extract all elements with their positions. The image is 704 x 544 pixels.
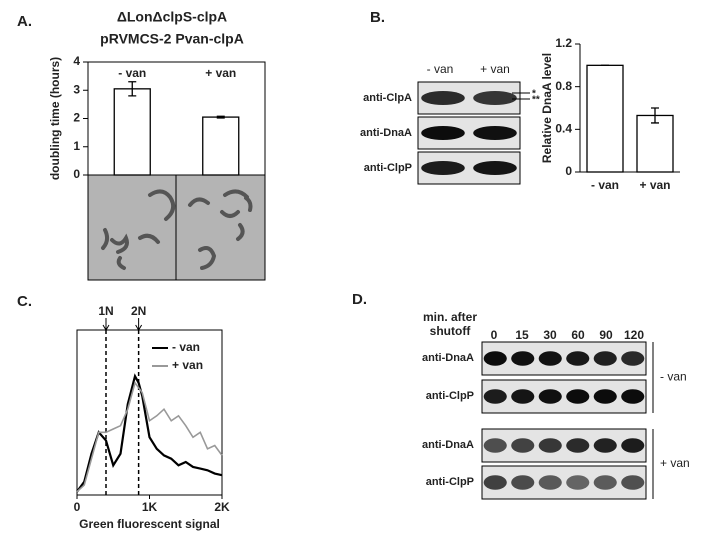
legend-label: + van xyxy=(172,358,203,372)
y-axis-label: Relative DnaA level xyxy=(540,53,554,163)
band xyxy=(473,160,517,176)
x-tick-label: 1K xyxy=(142,500,158,514)
x-tick-label: 2K xyxy=(214,500,230,514)
band xyxy=(511,389,535,404)
band xyxy=(473,90,517,106)
time-label: 90 xyxy=(599,328,613,342)
band xyxy=(621,438,645,453)
error-bar xyxy=(128,81,137,97)
band xyxy=(483,389,507,404)
band xyxy=(483,475,507,490)
row-label: anti-ClpP xyxy=(364,162,412,174)
series-line xyxy=(76,380,223,493)
marker-arrow xyxy=(135,318,143,331)
chart-title: ΔLonΔclpS-clpA xyxy=(117,9,227,25)
row-label: anti-DnaA xyxy=(422,352,474,364)
y-tick-label: 0.4 xyxy=(555,122,572,136)
row-label: anti-DnaA xyxy=(360,127,412,139)
row-label: anti-DnaA xyxy=(422,439,474,451)
band xyxy=(566,389,590,404)
bar xyxy=(202,116,240,176)
band xyxy=(621,475,645,490)
bar xyxy=(113,88,151,176)
band xyxy=(538,389,562,404)
band xyxy=(473,125,517,141)
marker-label: 1N xyxy=(98,304,113,318)
y-tick-label: 1 xyxy=(73,139,80,153)
y-tick-label: 0 xyxy=(73,167,80,181)
y-tick-label: 3 xyxy=(73,82,80,96)
band xyxy=(511,475,535,490)
x-axis-label: Green fluorescent signal xyxy=(79,517,220,531)
series-line xyxy=(76,373,223,493)
header: min. after xyxy=(423,310,477,324)
band xyxy=(511,351,535,366)
lane-label: + van xyxy=(480,62,510,76)
y-tick-label: 0 xyxy=(565,164,572,178)
x-tick-label: - van xyxy=(118,66,146,80)
x-tick-label: 0 xyxy=(74,500,81,514)
band xyxy=(538,351,562,366)
band xyxy=(483,351,507,366)
group-label: + van xyxy=(660,456,690,470)
y-axis-label: doubling time (hours) xyxy=(48,57,62,180)
bar xyxy=(636,114,674,173)
band xyxy=(538,475,562,490)
band xyxy=(421,125,465,141)
x-tick-label: + van xyxy=(205,66,236,80)
panel-label: A. xyxy=(17,13,32,30)
blot xyxy=(481,465,647,500)
band-mark: ** xyxy=(532,95,540,106)
time-label: 30 xyxy=(543,328,557,342)
row-label: anti-ClpA xyxy=(363,92,412,104)
x-tick-label: - van xyxy=(591,178,619,192)
blot xyxy=(481,428,647,463)
band xyxy=(566,351,590,366)
y-tick-label: 4 xyxy=(73,54,80,68)
band xyxy=(566,475,590,490)
lane-label: - van xyxy=(427,62,454,76)
band xyxy=(621,351,645,366)
band xyxy=(593,389,617,404)
band xyxy=(593,475,617,490)
y-tick-label: 0.8 xyxy=(555,79,572,93)
x-tick-label: + van xyxy=(639,178,670,192)
panel-label: D. xyxy=(352,291,367,308)
legend-label: - van xyxy=(172,340,200,354)
blot xyxy=(481,341,647,376)
group-label: - van xyxy=(660,370,687,384)
time-label: 0 xyxy=(491,328,498,342)
band xyxy=(593,438,617,453)
band xyxy=(421,160,465,176)
band xyxy=(483,438,507,453)
band xyxy=(621,389,645,404)
header: shutoff xyxy=(430,324,472,338)
row-label: anti-ClpP xyxy=(426,390,474,402)
band xyxy=(593,351,617,366)
y-tick-label: 2 xyxy=(73,111,80,125)
band-mark: * xyxy=(532,89,536,100)
error-bar xyxy=(216,115,225,119)
bar xyxy=(586,64,624,173)
time-label: 120 xyxy=(624,328,644,342)
panel-label: B. xyxy=(370,9,385,26)
chart-title: pRVMCS-2 Pvan-clpA xyxy=(100,31,244,47)
y-tick-label: 1.2 xyxy=(555,36,572,50)
time-label: 15 xyxy=(515,328,529,342)
band xyxy=(566,438,590,453)
panel-label: C. xyxy=(17,293,32,310)
time-label: 60 xyxy=(571,328,585,342)
band xyxy=(538,438,562,453)
marker-label: 2N xyxy=(131,304,146,318)
error-bar xyxy=(651,107,659,124)
band xyxy=(511,438,535,453)
plot-frame xyxy=(87,61,266,176)
cells xyxy=(101,189,253,270)
row-label: anti-ClpP xyxy=(426,476,474,488)
marker-arrow xyxy=(102,318,110,331)
band xyxy=(421,90,465,106)
plot-frame xyxy=(76,329,223,496)
blot xyxy=(481,379,647,414)
